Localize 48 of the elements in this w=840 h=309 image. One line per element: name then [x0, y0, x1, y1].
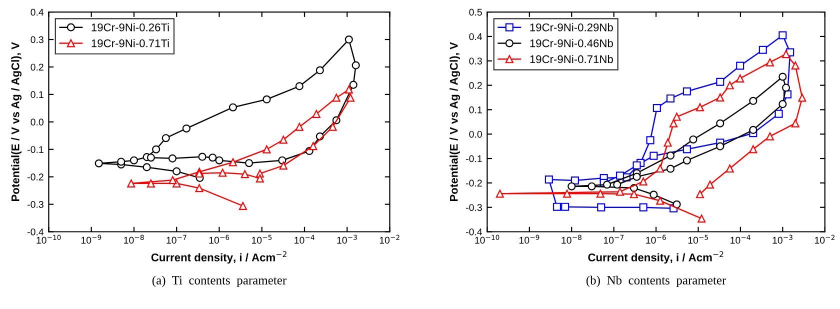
- x-tick-label: 10$^{−6}$: [209, 234, 230, 244]
- y-axis-title: Potential(E / V vs Ag / AgCl), V: [450, 42, 460, 201]
- x-tick-label: 10$^{−7}$: [166, 234, 186, 244]
- x-axis-title: Current density, i / Acm$^{−2}$: [588, 251, 724, 264]
- y-tick-label: 0.2: [469, 82, 482, 89]
- y-tick-label: 0.3: [30, 36, 44, 44]
- x-tick-label: 10$^{−4}$: [294, 234, 314, 244]
- x-tick-label: 10$^{−5}$: [252, 234, 272, 244]
- text: (a) Ti contents parameter: [152, 276, 286, 288]
- x-tick-label: 10$^{−8}$: [124, 234, 144, 244]
- y-axis-title: Potential(E / V vs Ag / AgCl), V: [11, 42, 22, 201]
- x-axis-title: Current density, i / Acm$^{−2}$: [151, 251, 286, 264]
- y-tick-label: -0.4: [28, 228, 44, 236]
- y-tick-label: -0.1: [466, 155, 482, 162]
- x-tick-label: 10$^{−7}$: [604, 234, 624, 244]
- x-tick-label: 10$^{−5}$: [688, 234, 708, 244]
- y-tick-label: 0.5: [469, 8, 482, 16]
- text: (b) Nb contents parameter: [586, 276, 726, 288]
- y-tick-label: 0.1: [30, 91, 44, 98]
- x-tick-label: 10$^{−6}$: [646, 234, 666, 244]
- y-tick-label: 0.0: [30, 118, 44, 126]
- y-tick-label: 0.4: [469, 33, 482, 40]
- y-tick-label: 0.4: [30, 8, 44, 16]
- x-tick-label: 10$^{−2}$: [814, 234, 834, 244]
- x-tick-label: 10$^{−3}$: [772, 234, 792, 244]
- x-tick-label: 10$^{−3}$: [337, 234, 357, 244]
- legend-label: 19Cr-9Ni-0.29Nb: [530, 23, 613, 32]
- legend-label: 19Cr-9Ni-0.71Nb: [530, 54, 613, 64]
- y-tick-label: 0.2: [30, 64, 44, 71]
- legend-label: 19Cr-9Ni-0.71Ti: [92, 39, 169, 48]
- legend-label: 19Cr-9Ni-0.46Nb: [530, 39, 613, 48]
- y-tick-label: -0.2: [28, 174, 44, 180]
- y-tick-label: 0.1: [469, 106, 482, 114]
- y-tick-label: 0.0: [469, 130, 482, 138]
- y-tick-label: -0.4: [466, 228, 482, 236]
- x-tick-label: 10$^{−8}$: [562, 234, 582, 244]
- x-tick-label: 10$^{−9}$: [520, 234, 540, 244]
- y-tick-label: -0.1: [28, 146, 44, 153]
- x-tick-label: 10$^{−10}$: [36, 234, 61, 244]
- y-tick-label: -0.2: [466, 180, 482, 187]
- y-tick-label: -0.3: [28, 201, 44, 208]
- x-tick-label: 10$^{−9}$: [81, 234, 102, 244]
- legend-label: 19Cr-9Ni-0.26Ti: [92, 23, 169, 32]
- x-tick-label: 10$^{−2}$: [380, 234, 400, 244]
- y-tick-label: 0.3: [469, 58, 482, 64]
- x-tick-label: 10$^{−10}$: [475, 234, 500, 244]
- y-tick-label: -0.3: [466, 204, 482, 211]
- x-tick-label: 10$^{−4}$: [730, 234, 750, 244]
